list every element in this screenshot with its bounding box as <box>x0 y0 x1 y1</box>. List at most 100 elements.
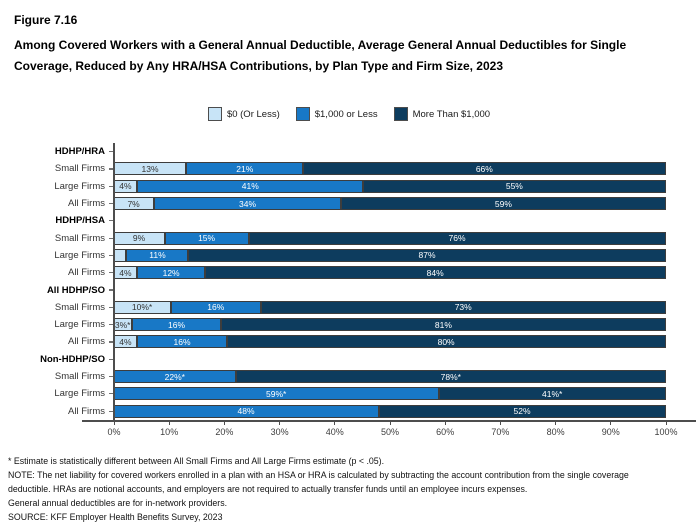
bar-segment-medium: 41% <box>137 179 364 193</box>
row-label: Large Firms <box>54 249 105 261</box>
y-tick <box>109 341 113 343</box>
bar-segment-medium: 59%* <box>113 387 439 401</box>
bar-segment-dark: 52% <box>378 404 666 418</box>
legend-item-1000-or-less: $1,000 or Less <box>295 107 378 121</box>
x-tick-label: 80% <box>546 427 565 437</box>
chart: HDHP/HRA Small Firms 13% 21% 66% Large Firms 4… <box>10 143 696 438</box>
bar-segment-label: 73% <box>454 302 472 313</box>
group-row: Non-HDHP/SO <box>10 351 690 368</box>
group-label: HDHP/HSA <box>55 215 105 227</box>
bar-row: Small Firms 9% 15% 76% <box>10 229 690 246</box>
bar-segment-label: 34% <box>239 198 257 209</box>
legend-swatch-dark <box>393 107 408 121</box>
legend-swatch-medium <box>295 107 310 121</box>
bar-segment-label: 78%* <box>440 371 461 382</box>
bar-segment-label: 80% <box>437 336 455 347</box>
bar-segment-label: 76% <box>448 233 466 244</box>
bar-segment-dark: 76% <box>248 231 666 245</box>
x-tick-label: 50% <box>380 427 400 437</box>
group-label: Non-HDHP/SO <box>40 353 105 365</box>
figure-number: Figure 7.16 <box>14 13 78 27</box>
y-tick <box>109 393 113 395</box>
x-tick-label: 20% <box>215 427 234 437</box>
y-tick <box>109 254 113 257</box>
legend-label: More Than $1,000 <box>412 108 491 120</box>
bar-segment-dark: 41%* <box>438 387 666 401</box>
bar-segment-dark: 78%* <box>236 370 666 383</box>
bar-segment-label: 15% <box>198 233 216 244</box>
row-label: Small Firms <box>54 232 105 244</box>
x-tick-mark <box>168 421 170 425</box>
bar-segment-label: 52% <box>513 406 531 417</box>
x-tick-mark <box>665 421 667 425</box>
x-tick-label: 30% <box>270 427 289 437</box>
bar-track: 7% 34% 59% <box>113 197 666 211</box>
bar-segment-label: 12% <box>162 267 180 278</box>
legend-item-zero-or-less: $0 (Or Less) <box>207 107 280 121</box>
bar-segment-dark: 80% <box>226 335 666 349</box>
legend-swatch-light <box>207 107 222 121</box>
x-tick-label: 60% <box>436 427 455 437</box>
bar-segment-label: 84% <box>426 267 444 278</box>
bar-segment-light: 13% <box>113 162 187 176</box>
bar-segment-medium: 16% <box>170 300 261 314</box>
group-label: All HDHP/SO <box>46 284 105 296</box>
footnote-source: SOURCE: KFF Employer Health Benefits Sur… <box>8 512 223 522</box>
bar-segment-dark: 87% <box>188 248 666 262</box>
footnote-note: NOTE: The net liability for covered work… <box>8 470 629 494</box>
bar-track: 22%* 78%* <box>113 370 666 383</box>
y-tick <box>109 168 113 170</box>
x-tick-label: 90% <box>601 427 620 437</box>
bar-row: Large Firms 4% 41% 55% <box>10 178 690 195</box>
bar-segment-label: 7% <box>127 198 140 209</box>
bar-track: 48% 52% <box>113 404 666 418</box>
bar-segment-label: 16% <box>207 302 225 313</box>
bar-segment-medium: 12% <box>137 266 205 280</box>
bar-row: All Firms 7% 34% 59% <box>10 195 690 212</box>
bar-track: 3%* 16% 81% <box>113 318 666 332</box>
y-tick <box>109 272 113 274</box>
x-tick-label: 70% <box>491 427 510 437</box>
bar-track: 9% 15% 76% <box>113 231 666 245</box>
bar-segment-label: 55% <box>505 181 523 192</box>
bar-track: 4% 12% 84% <box>113 266 666 280</box>
bar-track: 4% 16% 80% <box>113 335 666 349</box>
bar-segment-label: 59%* <box>265 388 287 399</box>
row-label: Large Firms <box>54 319 105 331</box>
x-axis: 0% 10% 20% 30% 40% 50% 60% 70% 80% 90% 100% <box>10 420 696 450</box>
x-tick-mark <box>279 421 281 425</box>
bar-segment-label: 22%* <box>164 371 185 382</box>
bar-segment-label: 81% <box>434 319 452 330</box>
bar-track: 11% 87% <box>113 248 666 262</box>
x-tick-label: 40% <box>325 427 344 437</box>
x-tick-mark <box>334 421 336 425</box>
bar-segment-label: 41% <box>241 181 259 192</box>
x-tick-mark <box>444 421 446 425</box>
bar-segment-label: 11% <box>149 250 166 261</box>
bar-segment-light <box>113 248 127 262</box>
bar-segment-label: 4% <box>119 181 132 192</box>
legend-label: $0 (Or Less) <box>226 108 280 120</box>
y-tick <box>109 151 113 153</box>
y-tick <box>109 306 113 308</box>
x-tick-mark <box>499 421 502 425</box>
bar-segment-medium: 34% <box>153 197 342 211</box>
bar-segment-label: 3%* <box>114 319 131 330</box>
bar-row: Small Firms 22%* 78%* <box>10 368 690 385</box>
bar-segment-label: 66% <box>475 163 493 174</box>
bar-segment-label: 9% <box>132 233 146 244</box>
bar-segment-light: 3%* <box>113 318 132 332</box>
bar-segment-medium: 21% <box>186 162 304 176</box>
bar-segment-label: 59% <box>494 198 512 209</box>
bar-row: Small Firms 13% 21% 66% <box>10 160 690 177</box>
bar-segment-dark: 73% <box>260 300 666 314</box>
bar-track: 10%* 16% 73% <box>113 300 666 314</box>
bar-segment-label: 41%* <box>541 388 563 399</box>
bar-segment-medium: 22%* <box>113 370 237 383</box>
bar-segment-label: 21% <box>236 163 254 174</box>
bar-segment-dark: 66% <box>303 162 666 176</box>
y-tick <box>109 289 113 291</box>
bar-segment-label: 10%* <box>131 302 153 313</box>
bar-segment-label: 48% <box>237 406 255 417</box>
